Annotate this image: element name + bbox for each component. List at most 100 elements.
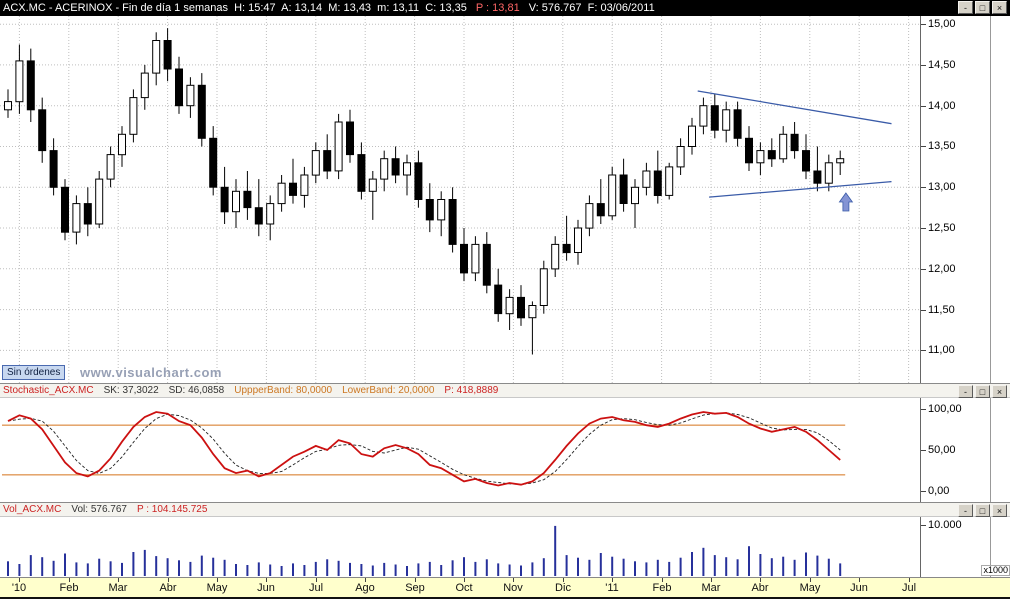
price-axis-label: 11,00 (928, 344, 955, 356)
volume-value: Vol: 576.767 (71, 504, 127, 515)
time-axis[interactable]: '10 Feb Mar Abr May Jun Jul Ago Sep Oct Nov Dic '11 F… (0, 577, 1010, 597)
minimize-button[interactable]: - (958, 504, 973, 517)
time-axis-label: Dic (555, 582, 571, 594)
visualchart-watermark: www.visualchart.com (80, 365, 222, 380)
time-axis-tick (464, 578, 465, 582)
price-axis-label: 12,50 (928, 222, 956, 234)
price-axis-label: 14,00 (928, 100, 956, 112)
stochastic-axis[interactable]: 100,00 50,00 0,00 (920, 398, 990, 502)
minimize-button[interactable]: - (958, 1, 973, 14)
price-axis-label: 13,50 (928, 140, 956, 152)
time-axis-label: Mar (701, 582, 721, 594)
price-axis-tick (921, 228, 926, 229)
right-margin-strip (990, 16, 1010, 383)
price-axis-tick (921, 350, 926, 351)
stochastic-panel: 100,00 50,00 0,00 (0, 398, 1010, 502)
stochastic-chart[interactable] (0, 398, 920, 502)
stochastic-plot[interactable] (0, 398, 920, 502)
time-axis-label: Ago (355, 582, 375, 594)
price-axis-label: 12,00 (928, 263, 956, 275)
volume-panel: 10.000 x1000 (0, 517, 1010, 577)
time-axis-tick (365, 578, 366, 582)
price-axis[interactable]: 15,00 14,50 14,00 13,50 13,00 12,50 12,00 11,50… (920, 16, 990, 383)
close-icon[interactable]: × (992, 504, 1007, 517)
time-axis-label: Feb (59, 582, 79, 594)
time-axis-tick (662, 578, 663, 582)
price-axis-label: 15,00 (928, 18, 956, 30)
price-axis-tick (921, 65, 926, 66)
close-icon[interactable]: × (992, 385, 1007, 398)
volume-p-value: P : 104.145.725 (136, 504, 208, 515)
volume-window-controls: - □ × (958, 504, 1007, 517)
maximize-button[interactable]: □ (975, 1, 990, 14)
time-axis-tick (711, 578, 712, 582)
volume-unit-label: x1000 (981, 565, 1010, 576)
volume-plot[interactable] (0, 517, 920, 577)
close-icon[interactable]: × (992, 1, 1007, 14)
price-axis-tick (921, 310, 926, 311)
stochastic-window-controls: - □ × (958, 385, 1007, 398)
time-axis-tick (217, 578, 218, 582)
time-axis-tick (266, 578, 267, 582)
time-axis-tick (168, 578, 169, 582)
stochastic-axis-label: 0,00 (928, 485, 950, 497)
stochastic-axis-tick (921, 491, 926, 492)
window-controls: - □ × (958, 1, 1007, 14)
volume-axis[interactable]: 10.000 (920, 517, 990, 577)
time-axis-tick (612, 578, 613, 582)
time-axis-label: Jun (850, 582, 868, 594)
volume-header: Vol_ACX.MC Vol: 576.767 P : 104.145.725 … (0, 502, 1010, 517)
time-axis-tick (563, 578, 564, 582)
time-axis-label: Abr (751, 582, 769, 594)
minimize-button[interactable]: - (958, 385, 973, 398)
price-axis-tick (921, 146, 926, 147)
time-axis-tick (859, 578, 860, 582)
stochastic-p-value: P: 418,8889 (444, 385, 499, 396)
time-axis-label: Jul (308, 582, 324, 594)
chart-title-bar: ACX.MC - ACERINOX - Fin de día 1 semanas… (0, 0, 1010, 16)
price-axis-tick (921, 106, 926, 107)
price-panel: Sin órdenes www.visualchart.com 15,00 14,… (0, 16, 1010, 383)
stochastic-axis-tick (921, 409, 926, 410)
price-chart[interactable]: Sin órdenes www.visualchart.com (0, 16, 920, 383)
time-axis-tick (118, 578, 119, 582)
stochastic-upperband-value: UppperBand: 80,0000 (234, 385, 333, 396)
time-axis-label: Jun (257, 582, 275, 594)
time-axis-label: Feb (652, 582, 672, 594)
time-axis-label: '11 (605, 582, 619, 594)
up-arrow-icon (838, 192, 854, 212)
stochastic-axis-tick (921, 450, 926, 451)
time-axis-label: May (799, 582, 821, 594)
time-axis-tick (69, 578, 70, 582)
time-axis-label: Sep (405, 582, 425, 594)
sin-ordenes-label[interactable]: Sin órdenes (2, 365, 66, 380)
time-axis-tick (19, 578, 20, 582)
price-axis-label: 11,50 (928, 304, 955, 316)
price-axis-label: 14,50 (928, 59, 956, 71)
price-axis-tick (921, 187, 926, 188)
time-axis-tick (415, 578, 416, 582)
stochastic-sk-value: SK: 37,3022 (103, 385, 159, 396)
time-axis-tick (909, 578, 910, 582)
volume-name: Vol_ACX.MC (3, 504, 62, 515)
volume-axis-label: 10.000 (928, 519, 962, 531)
stochastic-axis-label: 100,00 (928, 403, 962, 415)
maximize-button[interactable]: □ (975, 504, 990, 517)
stochastic-lowerband-value: LowerBand: 20,0000 (342, 385, 435, 396)
stochastic-header: Stochastic_ACX.MC SK: 37,3022 SD: 46,085… (0, 383, 1010, 398)
time-axis-tick (316, 578, 317, 582)
symbol-info-text: ACX.MC - ACERINOX - Fin de día 1 semanas… (3, 2, 467, 14)
candlestick-plot[interactable] (0, 16, 920, 383)
time-axis-label: Abr (159, 582, 177, 594)
volume-chart[interactable] (0, 517, 920, 577)
time-axis-label: Nov (503, 582, 523, 594)
time-axis-label: Jul (901, 582, 917, 594)
last-price-text: P : 13,81 (475, 2, 520, 14)
time-axis-label: May (206, 582, 228, 594)
stochastic-name: Stochastic_ACX.MC (3, 385, 94, 396)
price-axis-label: 13,00 (928, 181, 956, 193)
time-axis-label: '10 (11, 582, 27, 594)
time-axis-tick (513, 578, 514, 582)
maximize-button[interactable]: □ (975, 385, 990, 398)
